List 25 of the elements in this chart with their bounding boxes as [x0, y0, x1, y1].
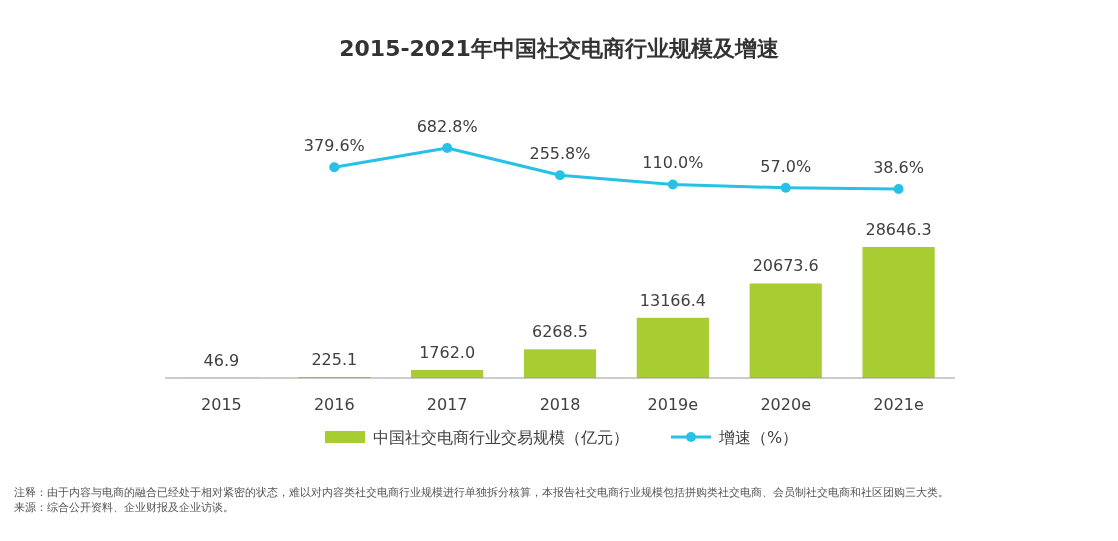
- x-tick-label: 2018: [539, 395, 581, 414]
- data-label: 110.0%: [642, 153, 704, 173]
- data-label: 255.8%: [529, 144, 591, 164]
- data-label: 225.1: [311, 349, 358, 369]
- text: 注释：由于内容与电商的融合已经处于相对紧密的状态，难以对内容类社交电商行业规模进行单独拆分核算，本报告社交电商行业规模包括拼购类社交电商、会员制社交电商和社区团购三大类。: [14, 486, 949, 499]
- x-tick-label: 2015: [201, 395, 242, 414]
- source-note: 来源：综合公开资料、企业财报及企业访谈。: [14, 500, 234, 514]
- data-label: 682.8%: [416, 117, 478, 136]
- x-tick-label: 2020e: [760, 395, 811, 414]
- data-label: 6268.5: [532, 322, 588, 342]
- data-label: 20673.6: [752, 256, 819, 276]
- legend-label: 增速（%）: [718, 428, 799, 447]
- x-tick-label: 2019e: [647, 395, 699, 414]
- data-label: 379.6%: [303, 136, 365, 156]
- x-tick-label: 2016: [313, 395, 355, 414]
- data-label: 13166.4: [639, 290, 706, 310]
- data-label: 38.6%: [873, 158, 924, 177]
- data-label: 28646.3: [865, 220, 932, 239]
- data-label: 46.9: [203, 350, 240, 370]
- legend-label: 中国社交电商行业交易规模（亿元）: [373, 428, 629, 447]
- chart-title: 2015-2021年中国社交电商行业规模及增速: [339, 36, 779, 61]
- data-label: 1762.0: [419, 342, 476, 362]
- x-tick-label: 2021e: [873, 395, 924, 414]
- data-label: 57.0%: [760, 156, 812, 176]
- x-tick-label: 2017: [426, 395, 468, 414]
